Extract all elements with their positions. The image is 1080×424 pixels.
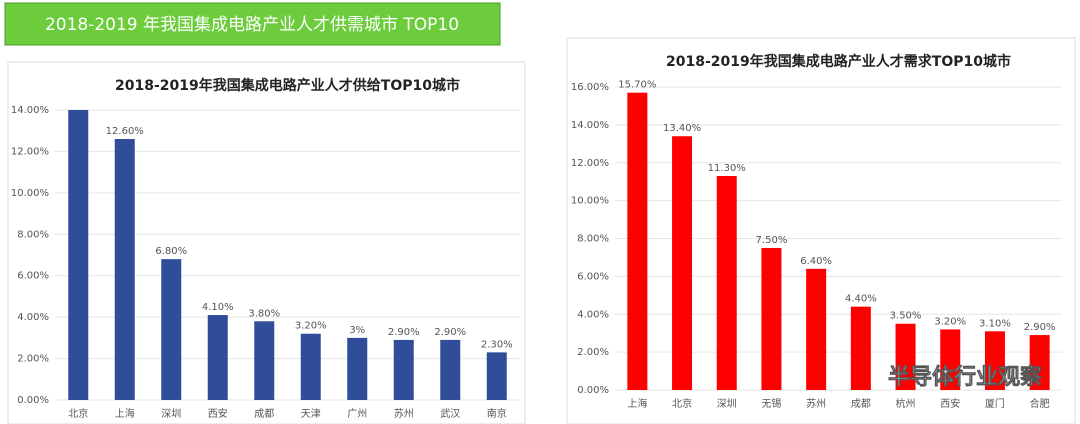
x-tick-label: 上海 [115,407,135,420]
bar [761,247,782,390]
value-label: 4.40% [845,294,877,305]
bar [300,333,321,400]
y-tick-label: 2.00% [577,347,609,358]
bar [806,268,827,390]
bar [895,323,916,390]
bar [114,139,135,400]
value-label: 4.10% [202,302,234,313]
x-tick-label: 合肥 [1030,397,1050,410]
chart-title: 2018-2019年我国集成电路产业人才需求TOP10城市 [666,53,1011,70]
bar [68,110,89,400]
x-tick-label: 杭州 [896,397,916,410]
value-label: 2.90% [1024,322,1056,333]
y-tick-label: 12.00% [571,158,609,169]
bar [984,331,1005,390]
bar [440,339,461,400]
x-tick-label: 武汉 [440,407,460,420]
x-tick-label: 深圳 [161,408,181,420]
y-tick-label: 6.00% [17,271,49,282]
bar [1029,335,1050,390]
x-tick-label: 西安 [208,407,228,420]
x-tick-label: 上海 [627,397,647,410]
y-tick-label: 16.00% [571,82,609,93]
value-label: 3% [349,325,365,336]
x-tick-label: 成都 [851,398,871,410]
x-tick-label: 天津 [301,408,321,420]
x-tick-label: 北京 [68,407,88,420]
x-tick-label: 南京 [487,407,507,420]
y-tick-label: 8.00% [577,234,609,245]
y-tick-label: 0.00% [17,395,49,406]
value-label: 6.40% [800,256,832,267]
bar [207,315,228,400]
bar [850,306,871,390]
value-label: 11.30% [708,163,746,174]
bar [940,329,961,390]
bar [672,136,693,390]
value-label: 12.60% [106,126,144,137]
value-label: 3.10% [979,318,1011,329]
x-tick-label: 广州 [347,408,367,420]
value-label: 3.20% [295,321,327,332]
bar [393,339,414,400]
value-label: 2.90% [388,327,420,338]
bar [161,259,182,400]
x-tick-label: 深圳 [717,398,737,410]
watermark: 半导体行业观察 [888,364,1043,390]
y-tick-label: 4.00% [577,309,609,320]
value-label: 2.90% [434,327,466,338]
value-label: 2.30% [481,339,513,350]
x-tick-label: 苏州 [394,407,414,420]
bar [627,92,648,391]
value-label: 15.70% [618,80,656,91]
value-label: 3.50% [890,311,922,322]
value-label: 6.80% [155,246,187,257]
banner-title: 2018-2019 年我国集成电路产业人才供需城市 TOP10 [45,15,459,35]
y-tick-label: 8.00% [17,229,49,240]
x-tick-label: 西安 [940,397,960,410]
y-tick-label: 14.00% [11,105,49,116]
x-tick-label: 无锡 [761,397,781,410]
y-tick-label: 14.00% [571,120,609,131]
y-tick-label: 10.00% [11,188,49,199]
y-tick-label: 4.00% [17,312,49,323]
y-tick-label: 12.00% [11,146,49,157]
bar [716,176,737,390]
bar [254,321,275,400]
y-tick-label: 6.00% [577,271,609,282]
y-tick-label: 10.00% [571,196,609,207]
bar [486,352,507,400]
value-label: 3.20% [934,316,966,327]
x-tick-label: 苏州 [806,397,826,410]
bar [347,337,368,400]
chart-title: 2018-2019年我国集成电路产业人才供给TOP10城市 [115,77,460,94]
banner-box [4,2,501,46]
x-tick-label: 北京 [672,397,692,410]
value-label: 3.80% [248,308,280,319]
value-label: 7.50% [756,235,788,246]
x-tick-label: 成都 [254,408,274,420]
x-tick-label: 厦门 [985,397,1005,410]
value-label: 13.40% [663,123,701,134]
y-tick-label: 2.00% [17,354,49,365]
y-tick-label: 0.00% [577,385,609,396]
